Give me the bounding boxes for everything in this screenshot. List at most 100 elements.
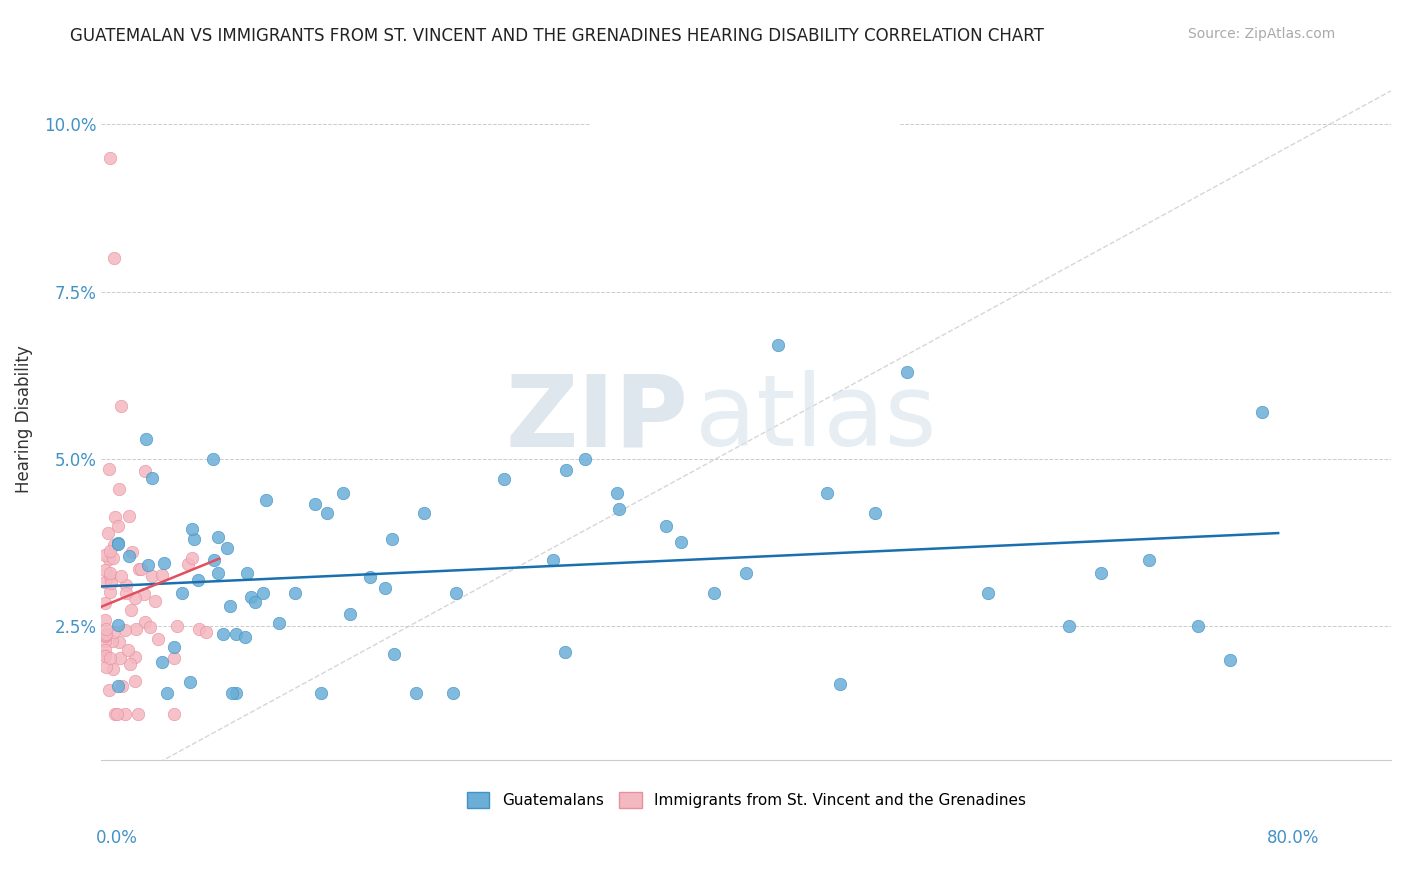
Point bbox=[115, 578, 138, 592]
Point bbox=[1187, 619, 1209, 633]
Point bbox=[233, 630, 256, 644]
Point bbox=[139, 620, 162, 634]
Point bbox=[245, 595, 267, 609]
Point bbox=[104, 706, 127, 721]
Point bbox=[93, 634, 115, 648]
Point bbox=[382, 648, 405, 662]
Point bbox=[179, 674, 201, 689]
Point bbox=[100, 576, 122, 591]
Point bbox=[574, 452, 596, 467]
Point bbox=[93, 629, 115, 643]
Point bbox=[136, 558, 159, 572]
Point bbox=[607, 502, 630, 516]
Point bbox=[267, 616, 290, 631]
Point bbox=[104, 510, 127, 524]
Text: 0.181: 0.181 bbox=[689, 73, 747, 92]
Point bbox=[163, 640, 186, 654]
Point bbox=[180, 522, 202, 536]
Point bbox=[105, 706, 128, 721]
Point bbox=[150, 568, 173, 582]
Point bbox=[671, 535, 693, 549]
Point bbox=[896, 365, 918, 379]
Point bbox=[98, 566, 121, 580]
Point bbox=[150, 655, 173, 669]
Point bbox=[96, 627, 118, 641]
Point bbox=[252, 586, 274, 600]
Point bbox=[316, 506, 339, 520]
Point bbox=[97, 526, 120, 541]
Point bbox=[207, 530, 229, 544]
Point bbox=[98, 569, 121, 583]
Point bbox=[1057, 619, 1080, 633]
FancyBboxPatch shape bbox=[593, 65, 643, 100]
Point bbox=[359, 570, 381, 584]
Point bbox=[194, 625, 217, 640]
Point bbox=[93, 548, 115, 562]
Point bbox=[215, 541, 238, 555]
Point bbox=[98, 151, 121, 165]
Point bbox=[125, 622, 148, 636]
Point bbox=[118, 508, 141, 523]
Point bbox=[103, 624, 125, 639]
Text: N =: N = bbox=[766, 73, 807, 92]
Point bbox=[815, 485, 838, 500]
Point bbox=[110, 650, 132, 665]
Text: R =: R = bbox=[650, 73, 689, 92]
Point bbox=[863, 506, 886, 520]
Point bbox=[128, 561, 150, 575]
Point bbox=[101, 661, 124, 675]
Point bbox=[141, 471, 163, 485]
Point bbox=[202, 451, 225, 466]
Point bbox=[494, 472, 516, 486]
Text: ZIP: ZIP bbox=[505, 370, 688, 467]
Point bbox=[135, 432, 157, 446]
FancyBboxPatch shape bbox=[585, 56, 905, 149]
Point bbox=[1219, 653, 1241, 667]
Text: R =: R = bbox=[650, 113, 689, 132]
Point bbox=[98, 682, 121, 697]
Text: atlas: atlas bbox=[695, 370, 936, 467]
Point bbox=[183, 532, 205, 546]
Text: 0.112: 0.112 bbox=[689, 113, 747, 132]
Point bbox=[202, 552, 225, 566]
Point bbox=[444, 586, 467, 600]
Point bbox=[120, 603, 142, 617]
Point bbox=[332, 485, 354, 500]
Point bbox=[163, 651, 186, 665]
Point bbox=[180, 550, 202, 565]
Point bbox=[107, 535, 129, 549]
Point bbox=[107, 617, 129, 632]
Point bbox=[134, 587, 156, 601]
Point bbox=[120, 657, 142, 671]
Point bbox=[107, 519, 129, 533]
Point bbox=[146, 632, 169, 646]
Point bbox=[93, 643, 115, 657]
Point bbox=[188, 622, 211, 636]
Point bbox=[134, 615, 156, 629]
Point bbox=[212, 627, 235, 641]
Point bbox=[101, 551, 124, 566]
Point bbox=[103, 538, 125, 552]
Point bbox=[97, 462, 120, 476]
Point bbox=[108, 635, 131, 649]
Point bbox=[654, 519, 676, 533]
Point bbox=[768, 338, 790, 352]
Point bbox=[219, 599, 242, 614]
Point bbox=[284, 586, 307, 600]
Point bbox=[114, 586, 136, 600]
Point bbox=[555, 463, 578, 477]
Point bbox=[143, 594, 166, 608]
Point bbox=[141, 569, 163, 583]
Point bbox=[235, 566, 257, 580]
Point bbox=[98, 551, 121, 566]
Point bbox=[606, 485, 628, 500]
Text: 80.0%: 80.0% bbox=[1267, 829, 1319, 847]
Point bbox=[828, 676, 851, 690]
Point bbox=[1251, 405, 1274, 419]
Point bbox=[103, 251, 125, 265]
Point bbox=[977, 586, 1000, 600]
Point bbox=[129, 562, 152, 576]
Point bbox=[541, 552, 564, 566]
Text: 71: 71 bbox=[807, 73, 832, 92]
Point bbox=[381, 533, 404, 547]
